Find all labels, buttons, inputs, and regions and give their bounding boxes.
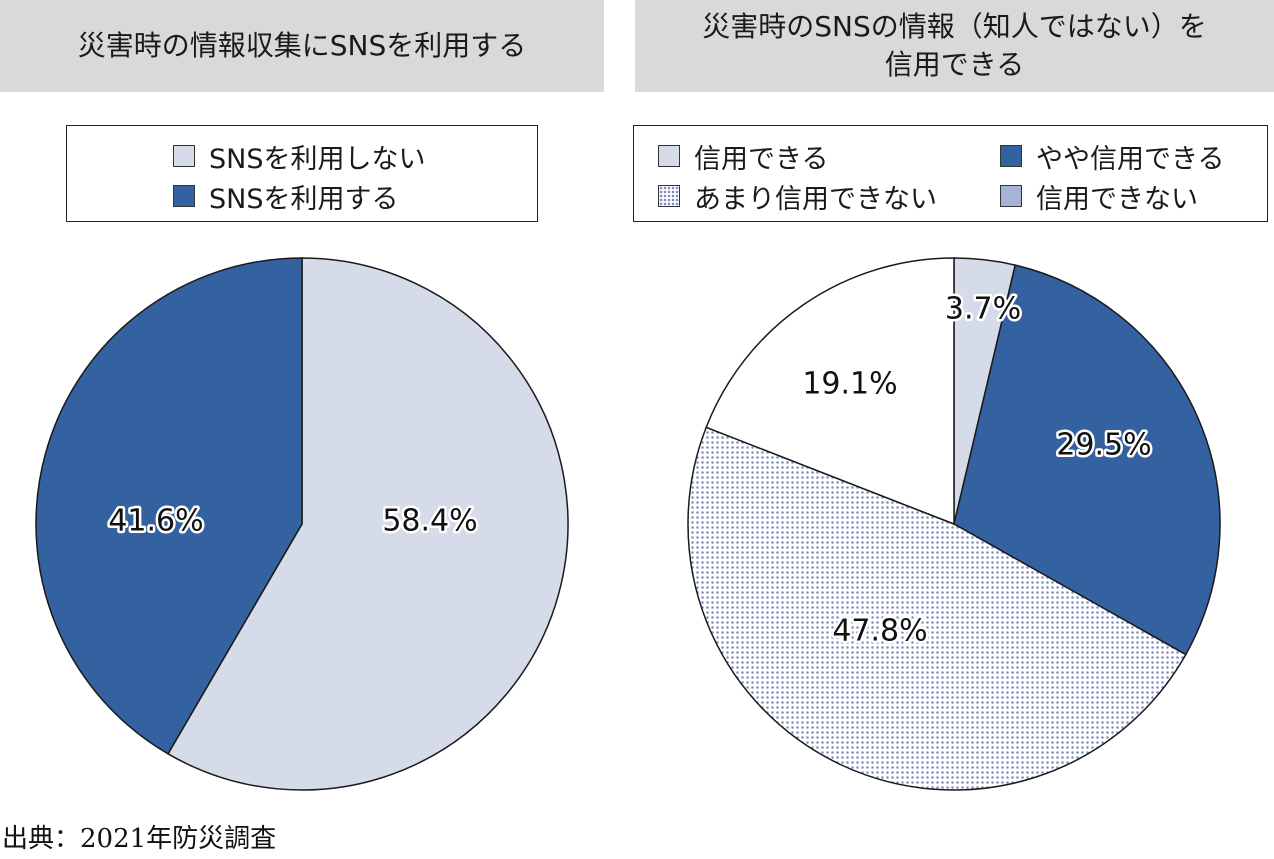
chart1-title-text: 災害時の情報収集にSNSを利用する	[77, 29, 527, 62]
legend-label: SNSを利用する	[209, 183, 399, 215]
pie2-data-label-1: 3.7%	[945, 292, 1021, 327]
legend-item-not-much-trust: あまり信用できない	[658, 176, 1000, 216]
pie2-data-label-4: 19.1%	[802, 367, 897, 402]
legend-label: 信用できる	[694, 143, 829, 175]
pie1-data-label-2: 41.6%	[108, 504, 203, 539]
pie2-slice-3	[687, 426, 1187, 791]
pie-chart-1: 58.4% 41.6%	[35, 257, 569, 791]
legend-swatch-dark	[173, 185, 195, 207]
legend-label: 信用できない	[1036, 183, 1198, 215]
legend-label: SNSを利用しない	[209, 143, 426, 175]
pie1-slice-1	[167, 257, 569, 791]
pie1-slice-2	[35, 257, 303, 755]
pie1-data-label-1: 58.4%	[382, 504, 477, 539]
chart1-legend: SNSを利用しない SNSを利用する	[66, 125, 538, 222]
legend-label: やや信用できる	[1036, 143, 1225, 175]
source-note: 出典：2021年防災調査	[2, 824, 277, 854]
legend-item-somewhat-trust: やや信用できる	[1000, 136, 1260, 176]
legend-swatch-light	[658, 145, 680, 167]
pie2-data-label-3: 47.8%	[832, 614, 927, 649]
chart2-title: 災害時のSNSの情報（知人ではない）を 信用できる	[635, 0, 1274, 92]
legend-swatch-mid	[1000, 185, 1022, 207]
chart2-title-line2: 信用できる	[884, 48, 1025, 81]
legend-item-trust: 信用できる	[658, 136, 1000, 176]
legend-label: あまり信用できない	[694, 183, 937, 215]
pie2-slice-2	[953, 264, 1221, 656]
legend-swatch-dotted	[658, 185, 680, 207]
legend-item-sns-use: SNSを利用する	[173, 176, 537, 216]
legend-item-sns-not-use: SNSを利用しない	[173, 136, 537, 176]
pie-chart-2: 3.7% 29.5% 47.8% 19.1%	[687, 257, 1221, 791]
legend-swatch-dark	[1000, 145, 1022, 167]
chart2-legend: 信用できる やや信用できる あまり信用できない 信用できない	[633, 125, 1268, 222]
legend-item-no-trust: 信用できない	[1000, 176, 1260, 216]
chart2-title-line1: 災害時のSNSの情報（知人ではない）を	[702, 10, 1207, 43]
chart1-title: 災害時の情報収集にSNSを利用する	[0, 0, 604, 92]
pie2-slice-4	[705, 257, 955, 526]
legend-swatch-light	[173, 145, 195, 167]
pie2-data-label-2: 29.5%	[1056, 428, 1151, 463]
